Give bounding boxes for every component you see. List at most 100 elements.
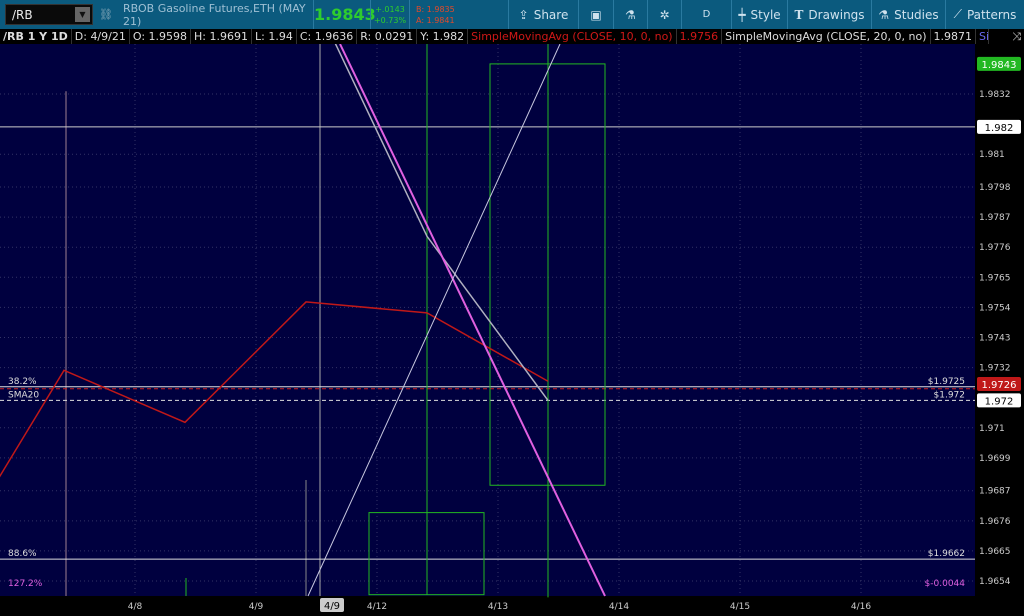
y-tick-label: 1.9743 [979,334,1011,344]
settings-button[interactable]: ✲ [647,0,681,29]
gear-icon: ✲ [659,7,670,22]
sma20-label[interactable]: SimpleMovingAvg (CLOSE, 20, 0, no) [722,29,931,44]
price-badge [977,393,1021,408]
y-tick-label: 1.971 [979,424,1005,434]
last-price: 1.9843 [314,5,376,24]
y-tick-label: 1.9765 [979,273,1011,283]
chart-info-bar: /RB 1 Y 1D D: 4/9/21 O: 1.9598 H: 1.9691… [0,29,1024,44]
drawings-button[interactable]: T Drawings [787,0,871,29]
price-badge-label: 1.9726 [982,380,1017,391]
aggregation-label: D [702,9,711,20]
share-button[interactable]: ⇪ Share [508,0,578,29]
y-tick-label: 1.9754 [979,303,1011,313]
sma20-line [334,44,549,401]
toolbar: /RB ▼ ⛓ RBOB Gasoline Futures,ETH (MAY 21… [0,0,1024,29]
price-badge-label: 1.972 [985,396,1014,407]
bid-ask: B: 1.9835 A: 1.9841 [410,4,455,26]
sma20-value: 1.9871 [931,29,977,44]
price-axis [975,44,1024,616]
x-tick-label: 4/13 [488,602,508,612]
y-tick-label: 1.9699 [979,454,1011,464]
fib-price: $1.9662 [928,549,965,559]
link-icon[interactable]: ⛓ [99,8,113,21]
fib-label: 38.2% [8,377,37,387]
crosshair-date-badge [320,598,344,612]
price-badge [977,377,1021,392]
patterns-button[interactable]: ⟋ Patterns [945,0,1024,29]
fib-price: $-0.0044 [925,579,966,589]
info-range: R: 0.0291 [357,29,418,44]
candle-body [489,63,606,486]
y-tick-label: 1.9787 [979,213,1011,223]
ask: A: 1.9841 [416,15,455,25]
y-tick-label: 1.9798 [979,183,1011,193]
price-badge-label: 1.9843 [982,60,1017,71]
x-tick-label: 4/8 [128,602,143,612]
sma10-label[interactable]: SimpleMovingAvg (CLOSE, 10, 0, no) [468,29,677,44]
studies-label: Studies [894,7,939,22]
sma10-line [0,301,549,478]
time-axis [0,596,975,616]
bid: B: 1.9835 [416,4,455,14]
info-low: L: 1.94 [252,29,297,44]
y-tick-label: 1.9665 [979,547,1011,557]
x-tick-label: 4/16 [851,602,871,612]
fib-price: $1.9725 [928,377,965,387]
fib-label: 88.6% [8,549,37,559]
fib-label: SMA20 [8,390,39,400]
price-badge-label: 1.982 [985,123,1014,134]
y-tick-label: 1.9676 [979,517,1011,527]
collapse-icon[interactable]: ⤨ [1012,30,1021,43]
x-tick-label: 4/14 [609,602,629,612]
aggregation-button[interactable]: D [681,0,731,29]
sma10-value: 1.9756 [677,29,723,44]
drawings-label: Drawings [808,7,865,22]
y-tick-label: 1.9776 [979,243,1011,253]
flask-button[interactable]: ⚗ [613,0,647,29]
calendar-alert-icon: ▣ [590,7,602,22]
info-high: H: 1.9691 [191,29,252,44]
style-button[interactable]: ┿ Style [731,0,787,29]
change-pct: +0.73% [373,15,407,25]
info-date: D: 4/9/21 [72,29,130,44]
trend-line [339,44,606,597]
symbol-value: /RB [12,7,33,22]
candle-body [368,512,485,596]
patterns-icon: ⟋ [953,7,962,21]
symbol-description: RBOB Gasoline Futures,ETH (MAY 21) [123,1,306,28]
candle-icon: ┿ [738,7,746,22]
net-change: +.0143 +0.73% [371,4,409,26]
price-chart[interactable]: 1.9832 1.981 1.9798 1.9787 1.9776 1.9765 1.975… [0,44,1024,616]
trend-line [307,44,561,597]
share-label: Share [533,7,569,22]
info-y: Y: 1.982 [417,29,469,44]
x-tick-label: 4/9 [249,602,264,612]
y-tick-label: 1.9654 [979,577,1011,587]
fib-price: $1.972 [934,390,966,400]
price-badge [977,56,1021,71]
y-tick-label: 1.9732 [979,364,1011,374]
share-icon: ⇪ [518,7,529,22]
y-tick-label: 1.981 [979,150,1005,160]
studies-button[interactable]: ⚗ Studies [871,0,945,29]
info-open: O: 1.9598 [130,29,192,44]
flask-icon: ⚗ [625,7,636,22]
info-close: C: 1.9636 [297,29,358,44]
x-tick-label: 4/15 [730,602,750,612]
y-tick-label: 1.9832 [979,90,1011,100]
symbol-input[interactable]: /RB ▼ [5,4,93,25]
plot-background [0,44,975,596]
style-label: Style [750,7,781,22]
flask-icon: ⚗ [878,7,890,22]
fib-label: 127.2% [8,579,43,589]
change-value: +.0143 [375,4,405,14]
chevron-down-icon[interactable]: ▼ [75,7,90,22]
alert-button[interactable]: ▣ [578,0,613,29]
chart-title: /RB 1 Y 1D [0,29,72,44]
y-tick-label: 1.9687 [979,487,1011,497]
price-badge [977,119,1021,134]
crosshair-date-label: 4/9 [324,601,340,612]
text-icon: T [794,7,804,22]
x-tick-label: 4/12 [367,602,387,612]
sma-more-label[interactable]: SimpleMoving... [976,29,990,44]
